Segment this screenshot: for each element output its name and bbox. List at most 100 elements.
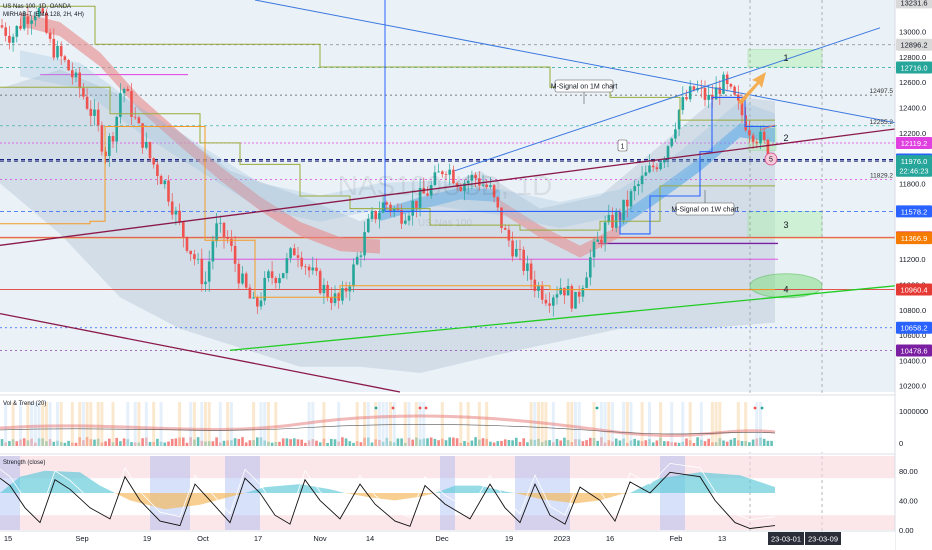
trend-shade	[59, 402, 63, 446]
price-badge-label: 12716.0	[900, 64, 927, 73]
candle	[133, 116, 137, 118]
strength-area-cyan	[435, 485, 515, 493]
candle	[145, 142, 148, 148]
green-support-trendline	[229, 285, 896, 351]
time-tick: Sep	[75, 534, 88, 543]
volume-bar	[344, 438, 348, 446]
strength-tick: 0.00	[899, 526, 914, 535]
volume-bar	[463, 440, 466, 446]
candle	[463, 183, 466, 191]
time-tick: 2023	[554, 534, 571, 543]
candle	[178, 210, 181, 223]
volume-bar	[167, 441, 170, 446]
candle	[115, 116, 118, 142]
volume-bar	[93, 439, 96, 446]
trend-shade	[607, 402, 611, 446]
trend-shade	[611, 402, 614, 446]
candle	[82, 88, 85, 97]
volume-bar	[589, 437, 592, 446]
candle	[437, 171, 440, 173]
candle	[322, 284, 326, 294]
volume-bar	[341, 437, 344, 446]
candle	[607, 214, 611, 223]
candle	[533, 279, 537, 291]
candle	[252, 297, 255, 299]
candle	[429, 185, 433, 196]
volume-bar	[156, 438, 159, 446]
trend-shade	[100, 402, 104, 446]
volume-bar	[581, 441, 585, 446]
volume-bar	[500, 440, 503, 446]
trend-shade	[640, 402, 644, 446]
price-badge-label: 12119.2	[901, 139, 928, 148]
volume-bar	[233, 438, 237, 446]
candle	[614, 212, 618, 228]
time-axis	[0, 531, 895, 550]
volume-bar	[489, 441, 492, 446]
volume-bar	[503, 439, 507, 446]
volume-bar	[596, 440, 599, 446]
watermark-symbol: NAS100USD, 1D	[338, 170, 553, 201]
volume-bar	[666, 441, 670, 446]
volume-bar	[492, 442, 496, 446]
trend-shade	[178, 402, 182, 446]
time-highlight-badge	[768, 532, 804, 545]
candle	[311, 267, 315, 271]
candle	[126, 88, 130, 92]
candle	[11, 36, 15, 43]
trend-shade	[625, 402, 629, 446]
volume-bar	[515, 437, 518, 446]
candle	[355, 256, 359, 265]
candle	[740, 100, 744, 116]
candle	[744, 115, 747, 131]
strength-tick: 80.00	[899, 467, 918, 476]
price-tick: 12800.0	[899, 53, 926, 62]
volume-bar	[330, 438, 333, 446]
volume-bar	[270, 442, 274, 446]
volume-tick: 1000000	[899, 407, 928, 416]
volume-bar	[651, 442, 655, 446]
candle	[570, 285, 574, 309]
candle	[174, 210, 178, 215]
candle	[555, 294, 559, 298]
volume-bar	[285, 438, 289, 446]
candle	[762, 131, 766, 140]
candle	[640, 175, 644, 185]
trend-shade	[440, 402, 444, 446]
orange-step-line	[0, 126, 775, 298]
ema-cloud-light	[20, 50, 775, 229]
volume-bar	[474, 437, 477, 446]
volume-bar	[256, 437, 259, 446]
candle	[237, 263, 241, 284]
candle	[141, 123, 144, 148]
marker-1: 1	[621, 144, 625, 151]
time-tick: 19	[143, 534, 151, 543]
candle	[207, 261, 211, 282]
volume-bar	[119, 441, 122, 446]
trend-shade	[30, 402, 34, 446]
candle	[45, 12, 48, 33]
candle	[363, 232, 366, 256]
marker-5: 5	[769, 157, 773, 164]
trend-shade	[688, 402, 692, 446]
volume-bar	[289, 439, 292, 446]
candle	[341, 288, 344, 301]
candle	[137, 117, 141, 124]
volume-bar	[725, 441, 729, 446]
candle	[41, 8, 44, 13]
candle	[281, 273, 285, 279]
trend-shade	[407, 402, 411, 446]
trend-shade	[648, 402, 651, 446]
candle	[526, 263, 529, 271]
candle	[470, 174, 474, 181]
volume-bar	[278, 441, 281, 446]
candle	[293, 248, 296, 256]
candle	[248, 287, 252, 299]
candle	[270, 271, 274, 279]
volume-bar	[696, 437, 699, 446]
marker-1-box	[617, 139, 628, 152]
trend-shade	[144, 402, 148, 446]
time-tick: 19	[505, 534, 513, 543]
volume-bar	[526, 442, 529, 446]
